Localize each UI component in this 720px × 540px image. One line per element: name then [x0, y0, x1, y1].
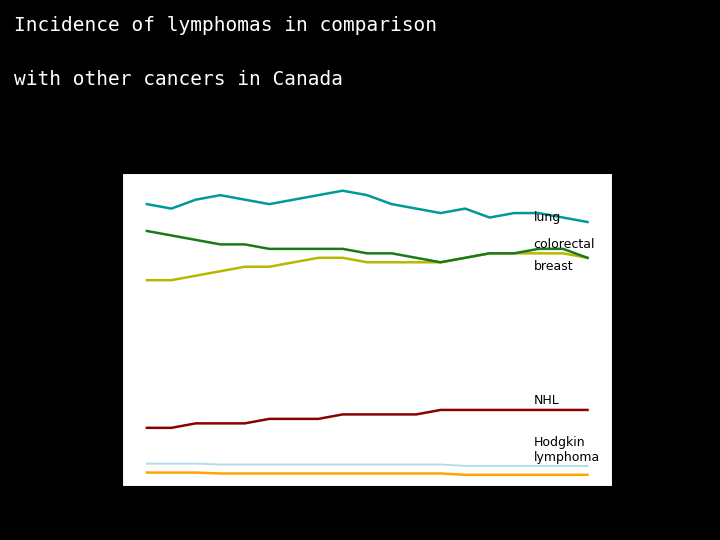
Text: breast: breast — [534, 260, 573, 273]
Text: colorectal: colorectal — [534, 238, 595, 251]
Text: Incidence of lymphomas in comparison: Incidence of lymphomas in comparison — [14, 16, 438, 35]
Text: with other cancers in Canada: with other cancers in Canada — [14, 70, 343, 89]
Text: NHL: NHL — [534, 395, 559, 408]
X-axis label: Year: Year — [351, 515, 384, 530]
Text: Hodgkin
lymphoma: Hodgkin lymphoma — [534, 436, 600, 464]
Text: lung: lung — [534, 211, 561, 224]
